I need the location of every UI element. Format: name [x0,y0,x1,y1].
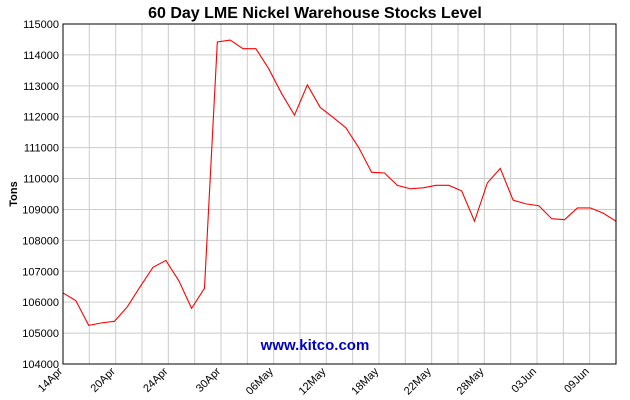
x-tick-label: 24Apr [141,365,170,394]
y-tick-label: 113000 [23,81,59,93]
x-tick-label: 28May [455,365,487,397]
y-tick-label: 114000 [23,50,59,62]
y-tick-label: 111000 [24,143,59,155]
y-tick-label: 106000 [22,297,59,309]
y-tick-label: 104000 [22,359,59,371]
y-tick-label: 110000 [23,174,59,186]
x-tick-label: 22May [402,365,434,397]
y-axis-label: Tons [8,181,20,206]
x-tick-label: 06May [244,365,276,397]
x-tick-label: 30Apr [194,365,223,394]
x-tick-label: 20Apr [89,365,118,394]
x-tick-label: 09Jun [562,366,592,396]
y-tick-label: 105000 [22,328,59,340]
y-tick-label: 107000 [22,266,59,278]
y-axis-ticks: 104000 105000 106000 107000 108000 109000 1100… [22,19,59,371]
chart-title: 60 Day LME Nickel Warehouse Stocks Level [148,5,482,22]
series-layer [62,39,617,326]
watermark-annotation: www.kitco.com [260,337,370,354]
series-line-nickel-stocks [62,39,617,326]
x-tick-label: 18May [349,365,381,397]
x-tick-label: 12May [297,365,329,397]
grid-lines [62,23,617,365]
x-tick-label: 03Jun [509,366,539,396]
x-axis-ticks: 14Apr 20Apr 24Apr 30Apr 06May 12May 18May 22May… [36,365,592,397]
plot-frame [62,23,617,365]
y-tick-label: 109000 [22,204,59,216]
y-tick-label: 108000 [22,235,59,247]
y-tick-label: 112000 [23,112,59,124]
y-tick-label: 115000 [23,19,59,31]
